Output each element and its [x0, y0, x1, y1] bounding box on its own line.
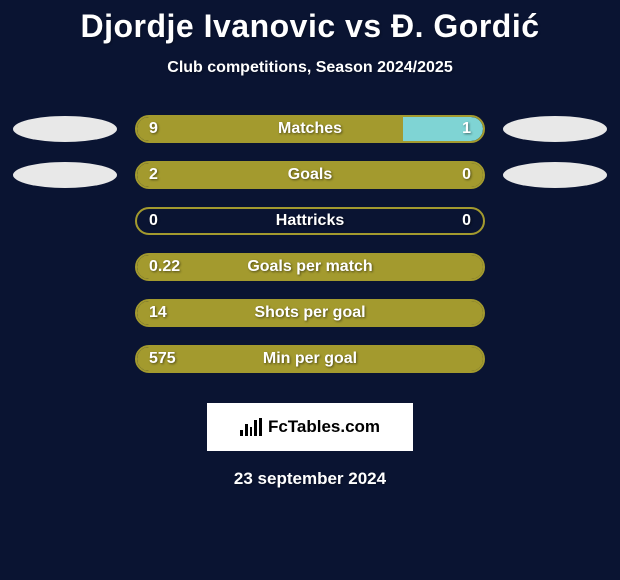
stat-row: 2 Goals 0 [0, 161, 620, 189]
stat-value-right: 1 [462, 120, 471, 138]
stat-row: 575 Min per goal [0, 345, 620, 373]
page-subtitle: Club competitions, Season 2024/2025 [167, 59, 452, 77]
stat-label: Matches [278, 120, 342, 138]
stat-label: Min per goal [263, 350, 357, 368]
brand-badge: FcTables.com [207, 403, 413, 451]
stat-bar-track: 14 Shots per goal [135, 299, 485, 327]
player-left-ellipse [13, 162, 117, 188]
stat-bar-track: 9 Matches 1 [135, 115, 485, 143]
stat-value-left: 14 [149, 304, 167, 322]
stat-value-right: 0 [462, 166, 471, 184]
stat-value-left: 2 [149, 166, 158, 184]
stat-value-right: 0 [462, 212, 471, 230]
comparison-infographic: Djordje Ivanovic vs Đ. Gordić Club compe… [0, 0, 620, 489]
stat-value-left: 575 [149, 350, 176, 368]
page-title: Djordje Ivanovic vs Đ. Gordić [80, 8, 539, 45]
brand-text: FcTables.com [268, 417, 380, 437]
player-right-ellipse [503, 116, 607, 142]
stat-row: 9 Matches 1 [0, 115, 620, 143]
stat-bar-track: 575 Min per goal [135, 345, 485, 373]
bar-chart-icon [240, 418, 262, 436]
stat-bar-track: 0 Hattricks 0 [135, 207, 485, 235]
stat-value-left: 0.22 [149, 258, 180, 276]
player-left-ellipse [13, 116, 117, 142]
stat-bar-fill-left [137, 117, 403, 141]
stat-row: 14 Shots per goal [0, 299, 620, 327]
stat-label: Goals per match [247, 258, 372, 276]
stat-row: 0 Hattricks 0 [0, 207, 620, 235]
player-right-ellipse [503, 162, 607, 188]
date-text: 23 september 2024 [234, 469, 386, 489]
stat-value-left: 9 [149, 120, 158, 138]
stat-row: 0.22 Goals per match [0, 253, 620, 281]
stat-label: Hattricks [276, 212, 344, 230]
stat-rows: 9 Matches 1 2 Goals 0 0 Hattricks 0 0.22 Goals per… [0, 115, 620, 373]
stat-label: Goals [288, 166, 332, 184]
stat-value-left: 0 [149, 212, 158, 230]
stat-label: Shots per goal [254, 304, 365, 322]
stat-bar-track: 0.22 Goals per match [135, 253, 485, 281]
stat-bar-track: 2 Goals 0 [135, 161, 485, 189]
